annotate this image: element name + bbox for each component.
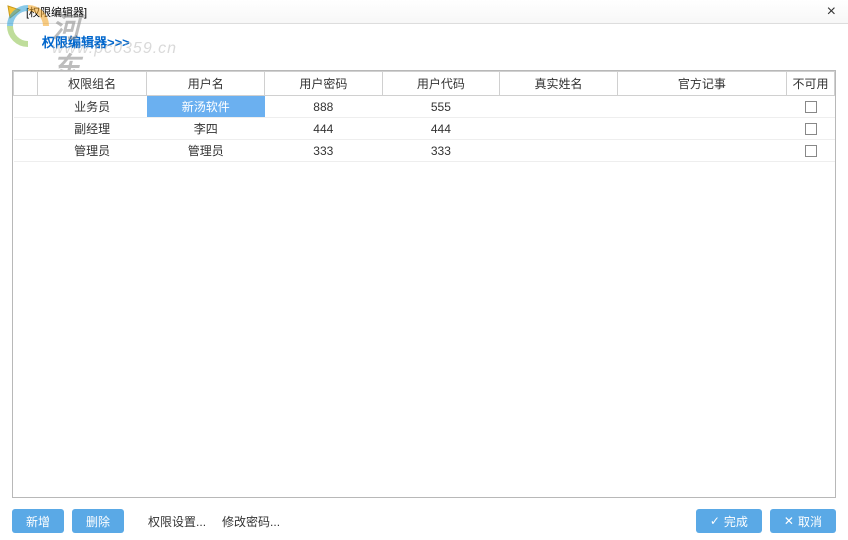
done-label: 完成 bbox=[724, 513, 748, 530]
titlebar: [权限编辑器] × bbox=[0, 0, 848, 24]
cell-group[interactable]: 业务员 bbox=[37, 96, 147, 118]
done-button[interactable]: 完成 bbox=[696, 509, 762, 533]
cell-note[interactable] bbox=[617, 140, 786, 162]
disabled-checkbox[interactable] bbox=[805, 101, 817, 113]
cell-user[interactable]: 管理员 bbox=[147, 140, 265, 162]
cell-group[interactable]: 副经理 bbox=[37, 118, 147, 140]
col-disabled[interactable]: 不可用 bbox=[787, 72, 835, 96]
permissions-table[interactable]: 权限组名 用户名 用户密码 用户代码 真实姓名 官方记事 不可用 业务员新汤软件… bbox=[13, 71, 835, 162]
cell-real[interactable] bbox=[500, 140, 618, 162]
table-row[interactable]: 副经理李四444444 bbox=[14, 118, 835, 140]
footer: 新增 删除 权限设置... 修改密码... 完成 取消 bbox=[0, 502, 848, 540]
row-marker[interactable] bbox=[14, 118, 38, 140]
app-icon bbox=[6, 4, 22, 20]
add-button[interactable]: 新增 bbox=[12, 509, 64, 533]
delete-button[interactable]: 删除 bbox=[72, 509, 124, 533]
check-icon bbox=[710, 514, 720, 528]
cell-group[interactable]: 管理员 bbox=[37, 140, 147, 162]
change-password-button[interactable]: 修改密码... bbox=[214, 509, 288, 533]
permissions-table-wrap: 权限组名 用户名 用户密码 用户代码 真实姓名 官方记事 不可用 业务员新汤软件… bbox=[12, 70, 836, 498]
editor-link[interactable]: 权限编辑器>>> bbox=[42, 32, 130, 51]
col-group[interactable]: 权限组名 bbox=[37, 72, 147, 96]
cell-real[interactable] bbox=[500, 118, 618, 140]
col-code[interactable]: 用户代码 bbox=[382, 72, 500, 96]
cell-note[interactable] bbox=[617, 118, 786, 140]
disabled-checkbox[interactable] bbox=[805, 123, 817, 135]
col-pwd[interactable]: 用户密码 bbox=[265, 72, 383, 96]
cell-pwd[interactable]: 444 bbox=[265, 118, 383, 140]
cell-disabled[interactable] bbox=[787, 140, 835, 162]
cell-user[interactable]: 新汤软件 bbox=[147, 96, 265, 118]
x-icon bbox=[784, 514, 794, 528]
cancel-label: 取消 bbox=[798, 513, 822, 530]
cell-pwd[interactable]: 333 bbox=[265, 140, 383, 162]
col-real[interactable]: 真实姓名 bbox=[500, 72, 618, 96]
cancel-button[interactable]: 取消 bbox=[770, 509, 836, 533]
table-row[interactable]: 业务员新汤软件888555 bbox=[14, 96, 835, 118]
table-row[interactable]: 管理员管理员333333 bbox=[14, 140, 835, 162]
row-marker[interactable] bbox=[14, 96, 38, 118]
cell-code[interactable]: 333 bbox=[382, 140, 500, 162]
row-marker[interactable] bbox=[14, 140, 38, 162]
cell-note[interactable] bbox=[617, 96, 786, 118]
perm-settings-button[interactable]: 权限设置... bbox=[140, 509, 214, 533]
col-note[interactable]: 官方记事 bbox=[617, 72, 786, 96]
cell-user[interactable]: 李四 bbox=[147, 118, 265, 140]
cell-pwd[interactable]: 888 bbox=[265, 96, 383, 118]
cell-disabled[interactable] bbox=[787, 96, 835, 118]
window-title: [权限编辑器] bbox=[26, 4, 87, 20]
cell-disabled[interactable] bbox=[787, 118, 835, 140]
close-icon[interactable]: × bbox=[821, 3, 842, 21]
cell-real[interactable] bbox=[500, 96, 618, 118]
cell-code[interactable]: 555 bbox=[382, 96, 500, 118]
disabled-checkbox[interactable] bbox=[805, 145, 817, 157]
corner-cell bbox=[14, 72, 38, 96]
cell-code[interactable]: 444 bbox=[382, 118, 500, 140]
header-band: 权限编辑器>>> bbox=[0, 24, 848, 58]
col-user[interactable]: 用户名 bbox=[147, 72, 265, 96]
